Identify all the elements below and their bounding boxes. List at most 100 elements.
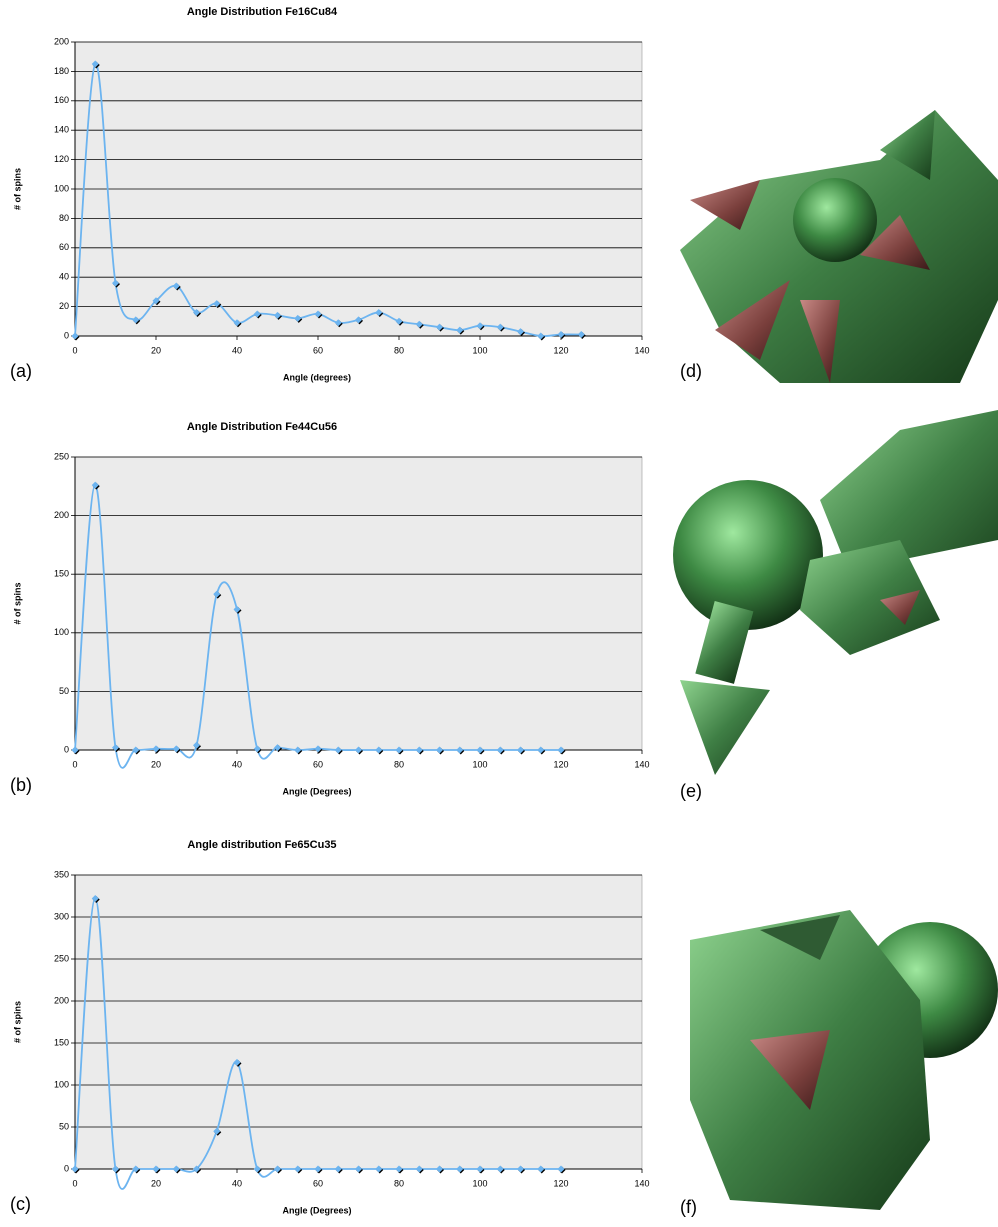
data-point [517,746,524,754]
data-point [557,331,565,339]
data-point [577,331,585,339]
y-tick-label: 50 [59,1121,69,1131]
chart: Angle Distribution Fe44Cu56 (b) Angle (Deg… [10,421,650,796]
y-tick-label: 100 [54,1079,69,1089]
data-point [253,310,261,318]
y-tick-label: 40 [59,272,69,282]
data-point [476,1165,484,1173]
render-d [680,110,998,383]
data-point [172,745,180,753]
chart: Angle distribution Fe65Cu35 (c) Angle (Deg… [10,839,650,1215]
y-axis-label: # of spins [12,1001,22,1043]
x-tick-label: 100 [472,759,487,769]
data-point [132,1165,140,1173]
plot-area [74,456,643,751]
data-point [395,1165,403,1173]
data-point [233,1058,241,1066]
data-point [314,745,322,753]
data-point [334,1165,342,1173]
data-point [436,323,443,331]
data-point [193,741,200,749]
data-point [112,279,119,287]
data-point [253,1165,261,1173]
x-tick-label: 0 [72,345,77,355]
x-tick-label: 60 [313,1178,323,1188]
data-point [112,1165,119,1173]
data-point [395,317,403,325]
y-tick-label: 50 [59,686,69,696]
x-tick-label: 40 [232,759,242,769]
data-point [71,1165,79,1173]
data-point [213,300,221,308]
data-point [132,316,140,324]
y-tick-label: 0 [64,1163,69,1173]
data-point [395,746,403,754]
y-tick-label: 140 [54,125,69,135]
data-point [314,310,322,318]
y-tick-label: 300 [54,911,69,921]
panel-label: (f) [680,1197,697,1217]
x-tick-label: 120 [553,759,568,769]
panel-label: (d) [680,361,702,381]
data-point [355,1165,362,1173]
data-point [274,1165,281,1173]
data-point [517,1165,524,1173]
y-tick-label: 100 [54,627,69,637]
data-point [375,746,383,754]
x-tick-label: 0 [72,759,77,769]
data-point [375,308,383,316]
data-point [476,322,484,330]
data-point [213,590,221,598]
panel-label: (b) [10,775,32,795]
x-axis-label: Angle (Degrees) [282,786,351,796]
x-tick-label: 120 [553,1178,568,1188]
y-tick-label: 250 [54,451,69,461]
y-tick-label: 80 [59,213,69,223]
x-tick-label: 140 [634,345,649,355]
data-point [112,744,119,752]
render-e [673,410,998,775]
x-tick-label: 100 [472,345,487,355]
data-point [152,297,160,305]
data-point [496,323,504,331]
data-point [294,1165,302,1173]
data-point [294,314,302,322]
x-tick-label: 40 [232,345,242,355]
y-tick-label: 200 [54,36,69,46]
data-point [355,316,362,324]
data-point [355,746,362,754]
x-tick-label: 20 [151,759,161,769]
chart-title: Angle distribution Fe65Cu35 [187,839,336,851]
data-point [132,746,140,754]
data-point [456,746,464,754]
data-point [193,308,200,316]
data-line [74,897,561,1190]
data-point [496,746,504,754]
chart-title: Angle Distribution Fe44Cu56 [187,421,337,433]
data-point [334,746,342,754]
data-point [294,746,302,754]
y-tick-label: 20 [59,301,69,311]
data-point [537,1165,545,1173]
data-point [496,1165,504,1173]
data-point [172,282,180,290]
data-point [233,319,241,327]
y-tick-label: 250 [54,953,69,963]
data-point [213,1127,221,1135]
data-point [456,326,464,334]
y-tick-label: 0 [64,744,69,754]
render-f [690,910,998,1210]
x-tick-label: 40 [232,1178,242,1188]
data-point [274,311,281,319]
data-point [557,746,565,754]
y-tick-label: 150 [54,569,69,579]
data-line [74,63,582,337]
x-tick-label: 120 [553,345,568,355]
data-point [314,1165,322,1173]
data-point [517,328,524,336]
data-point [152,1165,160,1173]
x-tick-label: 140 [634,1178,649,1188]
y-tick-label: 150 [54,1037,69,1047]
x-tick-label: 80 [394,345,404,355]
data-point [253,745,261,753]
